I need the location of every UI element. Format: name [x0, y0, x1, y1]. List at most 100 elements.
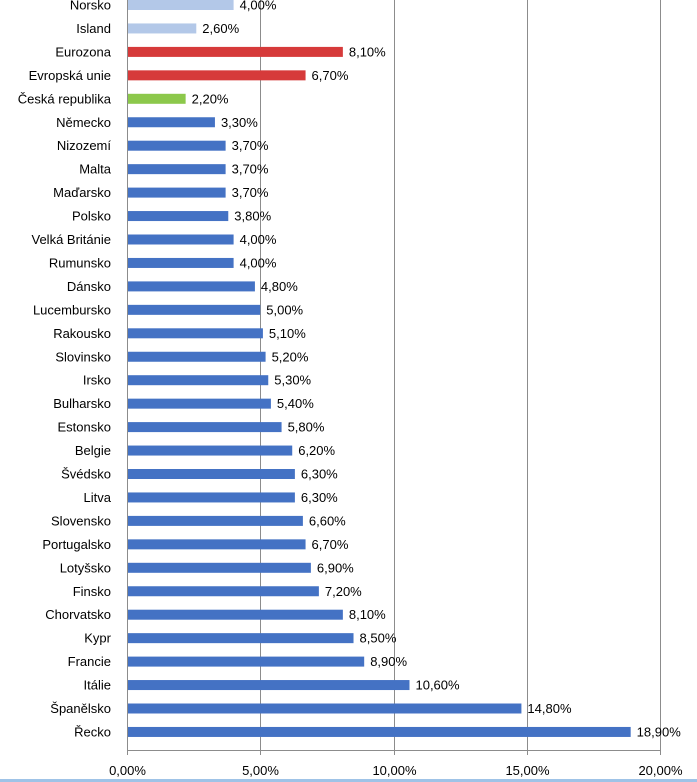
data-label-27: 8,50% [360, 631, 397, 646]
x-tick-label-3: 15,00% [505, 763, 550, 778]
data-label-7: 3,70% [232, 162, 269, 177]
category-label-13: Lucembursko [33, 302, 111, 317]
data-label-10: 4,00% [240, 232, 277, 247]
category-label-17: Bulharsko [53, 396, 111, 411]
data-label-18: 5,80% [288, 420, 325, 435]
category-label-25: Finsko [73, 584, 111, 599]
category-label-10: Velká Británie [32, 232, 112, 247]
bar-2 [127, 46, 343, 57]
category-label-19: Belgie [75, 443, 111, 458]
bar-15 [127, 351, 266, 362]
data-label-23: 6,70% [312, 537, 349, 552]
category-label-24: Lotyšsko [60, 560, 111, 575]
data-label-22: 6,60% [309, 513, 346, 528]
data-label-5: 3,30% [221, 115, 258, 130]
data-label-31: 18,90% [637, 724, 682, 739]
category-label-4: Česká republika [18, 91, 112, 106]
data-label-20: 6,30% [301, 467, 338, 482]
data-label-6: 3,70% [232, 138, 269, 153]
bar-13 [127, 304, 261, 315]
data-label-25: 7,20% [325, 584, 362, 599]
data-label-11: 4,00% [240, 255, 277, 270]
bar-10 [127, 234, 234, 245]
bottom-edge-strip [0, 779, 697, 782]
data-label-28: 8,90% [370, 654, 407, 669]
bar-11 [127, 257, 234, 268]
category-label-15: Slovinsko [55, 349, 111, 364]
data-label-19: 6,20% [298, 443, 335, 458]
bar-22 [127, 515, 303, 526]
bar-31 [127, 726, 631, 737]
bar-5 [127, 117, 215, 128]
data-label-21: 6,30% [301, 490, 338, 505]
data-label-17: 5,40% [277, 396, 314, 411]
bar-25 [127, 586, 319, 597]
data-label-13: 5,00% [266, 302, 303, 317]
category-label-22: Slovensko [51, 513, 111, 528]
data-label-9: 3,80% [234, 209, 271, 224]
bar-12 [127, 281, 255, 292]
category-label-20: Švédsko [61, 467, 111, 482]
category-label-31: Řecko [74, 724, 111, 739]
bar-6 [127, 140, 226, 151]
data-label-30: 14,80% [527, 701, 572, 716]
bar-16 [127, 375, 269, 386]
data-label-8: 3,70% [232, 185, 269, 200]
category-label-5: Německo [56, 115, 111, 130]
bar-9 [127, 211, 229, 222]
data-label-24: 6,90% [317, 560, 354, 575]
category-label-27: Kypr [84, 631, 111, 646]
x-tick-label-2: 10,00% [372, 763, 417, 778]
data-label-4: 2,20% [192, 91, 229, 106]
bar-23 [127, 539, 306, 550]
data-label-14: 5,10% [269, 326, 306, 341]
category-label-30: Španělsko [50, 701, 111, 716]
bar-14 [127, 328, 263, 339]
data-label-29: 10,60% [415, 678, 460, 693]
data-label-15: 5,20% [272, 349, 309, 364]
category-label-23: Portugalsko [42, 537, 111, 552]
category-label-0: Norsko [70, 0, 111, 13]
data-label-26: 8,10% [349, 607, 386, 622]
bar-24 [127, 562, 311, 573]
bar-28 [127, 656, 365, 667]
bar-1 [127, 23, 197, 34]
bar-19 [127, 445, 293, 456]
category-label-18: Estonsko [58, 420, 111, 435]
x-tick-label-4: 20,00% [638, 763, 683, 778]
category-label-8: Maďarsko [53, 185, 111, 200]
bar-0 [127, 0, 234, 10]
data-label-16: 5,30% [274, 373, 311, 388]
bar-7 [127, 164, 226, 175]
category-label-16: Irsko [83, 373, 111, 388]
category-label-9: Polsko [72, 209, 111, 224]
data-label-0: 4,00% [240, 0, 277, 13]
category-label-2: Eurozona [55, 44, 111, 59]
bar-20 [127, 469, 295, 479]
data-label-1: 2,60% [202, 21, 239, 36]
bar-4 [127, 93, 186, 104]
bar-17 [127, 398, 271, 409]
data-label-12: 4,80% [261, 279, 298, 294]
category-label-14: Rakousko [53, 326, 111, 341]
bar-29 [127, 680, 410, 691]
category-label-29: Itálie [84, 678, 111, 693]
x-tick-label-0: 0,00% [109, 763, 146, 778]
category-label-6: Nizozemí [57, 138, 112, 153]
x-tick-label-1: 5,00% [242, 763, 279, 778]
bar-30 [127, 703, 522, 714]
bar-27 [127, 633, 354, 644]
bar-26 [127, 609, 343, 620]
category-label-1: Island [76, 21, 111, 36]
category-label-28: Francie [68, 654, 111, 669]
category-label-3: Evropská unie [29, 68, 111, 83]
category-label-12: Dánsko [67, 279, 111, 294]
bar-3 [127, 70, 306, 81]
category-label-21: Litva [84, 490, 112, 505]
bar-8 [127, 187, 226, 198]
bar-18 [127, 422, 282, 433]
data-label-3: 6,70% [312, 68, 349, 83]
bar-21 [127, 492, 295, 503]
category-label-26: Chorvatsko [45, 607, 111, 622]
